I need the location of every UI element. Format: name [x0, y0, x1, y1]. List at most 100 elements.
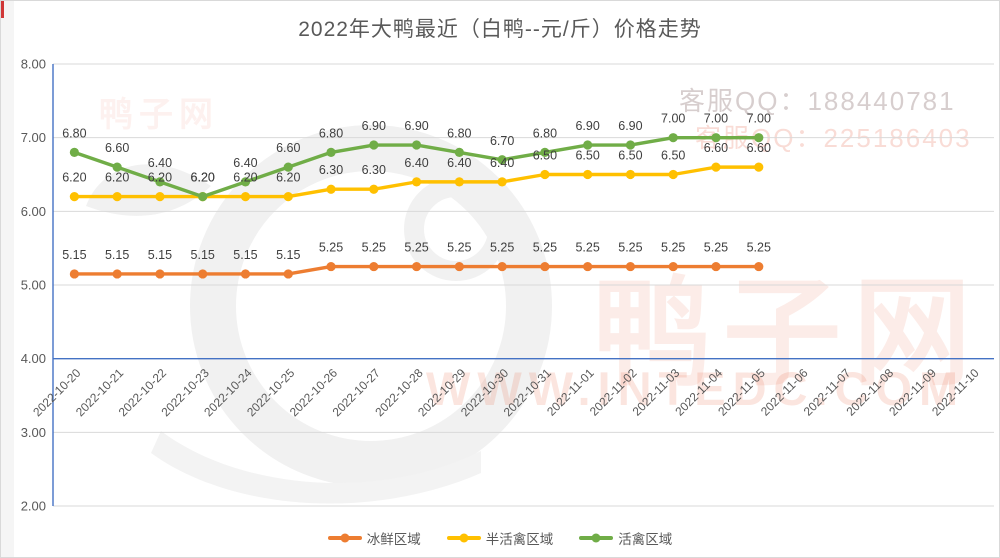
data-point [369, 184, 379, 194]
data-label: 5.15 [148, 248, 172, 262]
data-label: 7.00 [704, 112, 728, 126]
data-point [711, 133, 721, 143]
y-axis-label: 6.00 [21, 204, 46, 219]
y-axis-label: 4.00 [21, 351, 46, 366]
data-label: 6.50 [661, 149, 685, 163]
data-label: 6.20 [105, 171, 129, 185]
data-point [369, 261, 379, 272]
data-point [583, 261, 593, 272]
data-label: 6.20 [62, 171, 86, 185]
data-point [754, 261, 764, 272]
data-label: 6.40 [233, 156, 257, 170]
data-label: 5.25 [362, 241, 386, 255]
page-title: 2022年大鸭最近（白鸭--元/斤）价格走势 [298, 18, 702, 41]
y-axis-label: 5.00 [21, 278, 46, 293]
legend-line-marker-icon [446, 533, 481, 543]
data-label: 6.90 [404, 119, 428, 133]
legend-label: 活禽区域 [618, 532, 673, 547]
y-axis-label: 2.00 [21, 499, 46, 514]
data-point [198, 269, 208, 279]
data-label: 6.20 [233, 171, 257, 185]
data-label: 6.40 [490, 156, 514, 170]
data-point [69, 192, 79, 202]
data-label: 5.25 [661, 241, 685, 255]
data-point [540, 169, 550, 180]
data-label: 5.25 [747, 241, 771, 255]
data-point [754, 133, 764, 143]
data-label: 5.25 [404, 241, 428, 255]
data-label: 6.30 [319, 163, 343, 177]
data-point [69, 147, 79, 157]
data-point [411, 261, 422, 272]
data-label: 5.25 [319, 241, 343, 255]
x-axis-label: 2022-11-10 [929, 366, 982, 419]
data-point [326, 147, 336, 157]
data-label: 6.60 [704, 141, 728, 155]
legend-label: 冰鲜区域 [366, 532, 421, 547]
data-label: 6.90 [575, 119, 599, 133]
data-label: 6.50 [618, 149, 642, 163]
data-label: 6.40 [148, 156, 172, 170]
data-label: 7.00 [661, 112, 685, 126]
legend-item: 活禽区域 [579, 528, 672, 548]
y-axis-label: 7.00 [21, 130, 46, 145]
data-label: 6.90 [362, 119, 386, 133]
data-label: 5.15 [105, 248, 129, 262]
data-point [497, 261, 507, 272]
data-label: 6.40 [404, 156, 428, 170]
data-label: 6.20 [148, 171, 172, 185]
data-point [668, 133, 678, 143]
data-label: 5.25 [533, 241, 557, 255]
data-label: 6.80 [447, 126, 471, 140]
data-point [625, 140, 636, 150]
legend-item: 半活禽区域 [446, 528, 553, 548]
data-point [283, 269, 293, 279]
data-point [668, 261, 678, 272]
data-label: 6.80 [62, 126, 86, 140]
data-label: 5.15 [276, 248, 300, 262]
data-label: 5.15 [191, 248, 215, 262]
data-point [711, 261, 721, 272]
legend-item: 冰鲜区域 [327, 528, 421, 548]
data-label: 5.25 [618, 241, 642, 255]
data-point [69, 269, 79, 279]
legend: 冰鲜区域 半活禽区域 活禽区域 [1, 528, 999, 548]
data-point [583, 169, 593, 180]
data-point [454, 261, 464, 272]
data-point [326, 261, 336, 272]
data-point [497, 177, 507, 187]
data-label: 5.25 [704, 241, 728, 255]
data-label: 6.30 [362, 163, 386, 177]
y-axis-label: 8.00 [21, 57, 46, 72]
data-point [411, 177, 422, 187]
data-label: 6.60 [747, 141, 771, 155]
data-label: 6.20 [276, 171, 300, 185]
data-label: 6.80 [533, 126, 557, 140]
data-label: 5.15 [62, 248, 86, 262]
data-label: 6.60 [105, 141, 129, 155]
data-point [411, 140, 422, 150]
data-label: 6.90 [618, 119, 642, 133]
data-point [754, 162, 764, 172]
data-point [540, 261, 550, 272]
data-point [240, 192, 251, 202]
data-label: 6.80 [319, 126, 343, 140]
legend-line-marker-icon [579, 533, 614, 543]
data-point [625, 261, 636, 272]
data-label: 6.40 [447, 156, 471, 170]
data-label: 5.15 [233, 248, 257, 262]
data-label: 5.25 [447, 241, 471, 255]
data-point [283, 192, 293, 202]
y-axis-label: 3.00 [21, 425, 46, 440]
legend-line-marker-icon [327, 533, 362, 543]
data-point [155, 192, 165, 202]
data-point [711, 162, 721, 172]
data-point [155, 269, 165, 279]
data-point [454, 177, 464, 187]
data-point [369, 140, 379, 150]
data-point [112, 192, 122, 202]
data-label: 6.50 [575, 149, 599, 163]
data-label: 5.25 [490, 241, 514, 255]
data-point [625, 169, 636, 180]
